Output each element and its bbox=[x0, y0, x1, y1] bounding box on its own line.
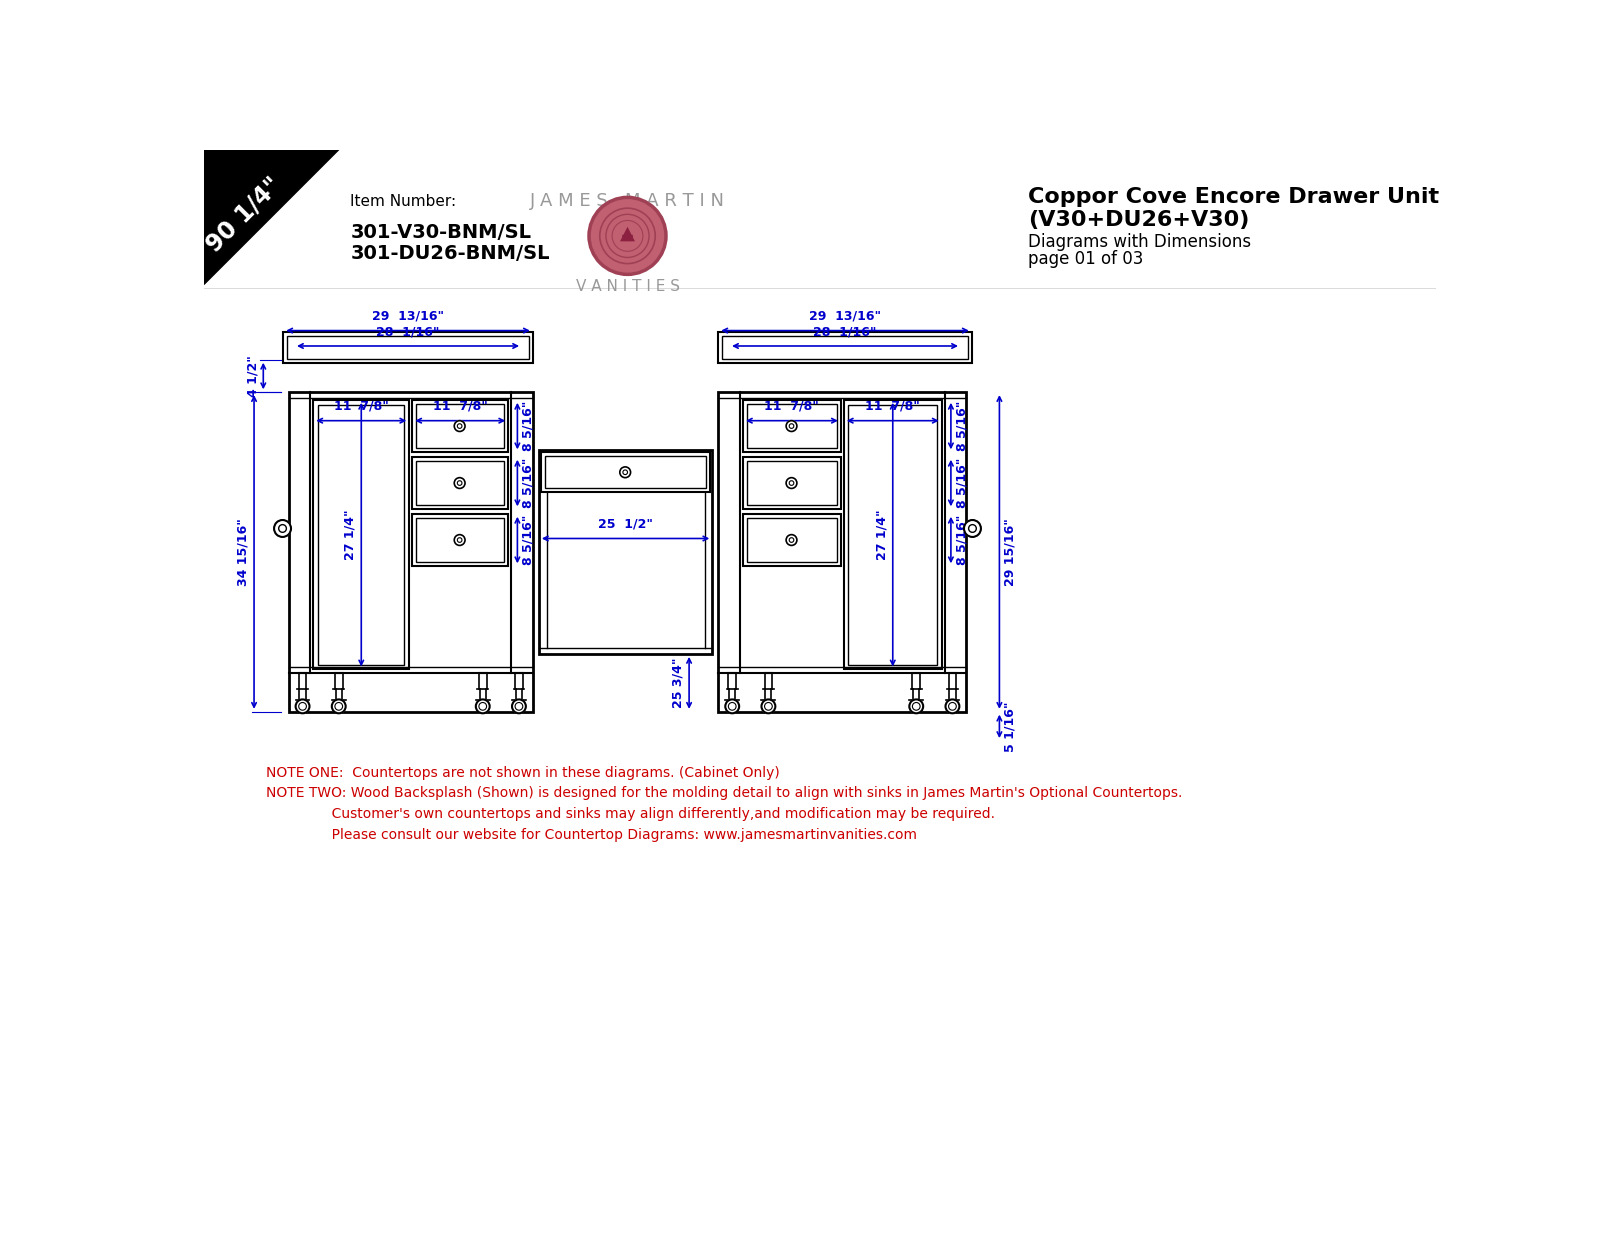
Text: J A M E S   M A R T I N: J A M E S M A R T I N bbox=[530, 192, 725, 209]
Circle shape bbox=[454, 535, 466, 545]
Text: 11  7/8": 11 7/8" bbox=[432, 400, 488, 413]
Text: 8 5/16": 8 5/16" bbox=[522, 400, 534, 451]
Text: 29  13/16": 29 13/16" bbox=[810, 311, 882, 323]
Text: 4 1/2": 4 1/2" bbox=[246, 355, 259, 397]
Bar bbox=[722, 335, 968, 359]
Circle shape bbox=[909, 700, 923, 713]
Circle shape bbox=[274, 520, 291, 537]
Bar bbox=[411, 514, 509, 566]
Bar bbox=[848, 404, 938, 665]
Text: 8 5/16": 8 5/16" bbox=[955, 458, 968, 509]
Text: page 01 of 03: page 01 of 03 bbox=[1027, 249, 1144, 268]
Bar bbox=[411, 456, 509, 509]
Bar bbox=[314, 400, 410, 670]
Bar bbox=[288, 393, 533, 712]
Circle shape bbox=[946, 700, 960, 713]
Circle shape bbox=[786, 535, 797, 545]
Bar bbox=[416, 460, 504, 505]
Circle shape bbox=[589, 197, 666, 274]
Circle shape bbox=[619, 466, 630, 478]
Bar bbox=[411, 400, 509, 453]
Text: 8 5/16": 8 5/16" bbox=[522, 515, 534, 565]
Bar bbox=[843, 400, 942, 670]
Text: 90 1/4": 90 1/4" bbox=[202, 173, 286, 257]
Text: 301-DU26-BNM/SL: 301-DU26-BNM/SL bbox=[350, 243, 550, 263]
Text: V A N I T I E S: V A N I T I E S bbox=[576, 279, 680, 294]
Text: 28  1/16": 28 1/16" bbox=[376, 325, 440, 338]
Bar bbox=[742, 456, 840, 509]
Bar bbox=[747, 460, 837, 505]
Text: 8 5/16": 8 5/16" bbox=[522, 458, 534, 509]
Circle shape bbox=[725, 700, 739, 713]
Circle shape bbox=[594, 203, 661, 269]
Bar bbox=[541, 453, 710, 493]
Bar bbox=[718, 332, 971, 363]
Circle shape bbox=[963, 520, 981, 537]
Text: (V30+DU26+V30): (V30+DU26+V30) bbox=[1027, 209, 1250, 229]
Bar bbox=[539, 450, 712, 653]
Text: NOTE ONE:  Countertops are not shown in these diagrams. (Cabinet Only): NOTE ONE: Countertops are not shown in t… bbox=[266, 766, 779, 779]
Circle shape bbox=[454, 420, 466, 431]
Circle shape bbox=[475, 700, 490, 713]
Text: 25  1/2": 25 1/2" bbox=[598, 518, 653, 531]
Circle shape bbox=[454, 478, 466, 489]
Bar bbox=[286, 335, 530, 359]
Text: Diagrams with Dimensions: Diagrams with Dimensions bbox=[1027, 233, 1251, 251]
Bar bbox=[416, 404, 504, 449]
Text: NOTE TWO: Wood Backsplash (Shown) is designed for the molding detail to align wi: NOTE TWO: Wood Backsplash (Shown) is des… bbox=[266, 787, 1182, 801]
Text: ▲: ▲ bbox=[621, 224, 635, 243]
Bar bbox=[546, 456, 706, 489]
Text: 27 1/4": 27 1/4" bbox=[875, 509, 888, 560]
Bar bbox=[747, 404, 837, 449]
Circle shape bbox=[331, 700, 346, 713]
Circle shape bbox=[512, 700, 526, 713]
Text: Customer's own countertops and sinks may align differently,and modification may : Customer's own countertops and sinks may… bbox=[266, 807, 995, 822]
Bar bbox=[416, 518, 504, 562]
Text: Please consult our website for Countertop Diagrams: www.jamesmartinvanities.com: Please consult our website for Counterto… bbox=[266, 828, 917, 842]
Bar bbox=[283, 332, 533, 363]
Text: 8 5/16": 8 5/16" bbox=[955, 400, 968, 451]
Text: Item Number:: Item Number: bbox=[350, 195, 456, 209]
Polygon shape bbox=[205, 150, 339, 284]
Bar bbox=[318, 404, 405, 665]
Text: 27 1/4": 27 1/4" bbox=[344, 509, 357, 560]
Text: 29  13/16": 29 13/16" bbox=[371, 311, 445, 323]
Circle shape bbox=[296, 700, 309, 713]
Text: 25 3/4": 25 3/4" bbox=[672, 657, 685, 708]
Bar bbox=[747, 518, 837, 562]
Circle shape bbox=[786, 478, 797, 489]
Text: ▬: ▬ bbox=[621, 231, 634, 244]
Text: 29 15/16": 29 15/16" bbox=[1003, 518, 1016, 586]
Text: 301-V30-BNM/SL: 301-V30-BNM/SL bbox=[350, 223, 531, 242]
Text: Coppor Cove Encore Drawer Unit: Coppor Cove Encore Drawer Unit bbox=[1027, 187, 1438, 207]
Bar bbox=[718, 393, 966, 712]
Circle shape bbox=[762, 700, 776, 713]
Circle shape bbox=[786, 420, 797, 431]
Text: 11  7/8": 11 7/8" bbox=[866, 400, 920, 413]
Bar bbox=[742, 400, 840, 453]
Text: 8 5/16": 8 5/16" bbox=[955, 515, 968, 565]
Bar bbox=[742, 514, 840, 566]
Text: 5 1/16": 5 1/16" bbox=[1003, 701, 1016, 752]
Text: 28  1/16": 28 1/16" bbox=[813, 325, 877, 338]
Text: 34 15/16": 34 15/16" bbox=[237, 518, 250, 586]
Text: 11  7/8": 11 7/8" bbox=[334, 400, 389, 413]
Text: 11  7/8": 11 7/8" bbox=[765, 400, 819, 413]
